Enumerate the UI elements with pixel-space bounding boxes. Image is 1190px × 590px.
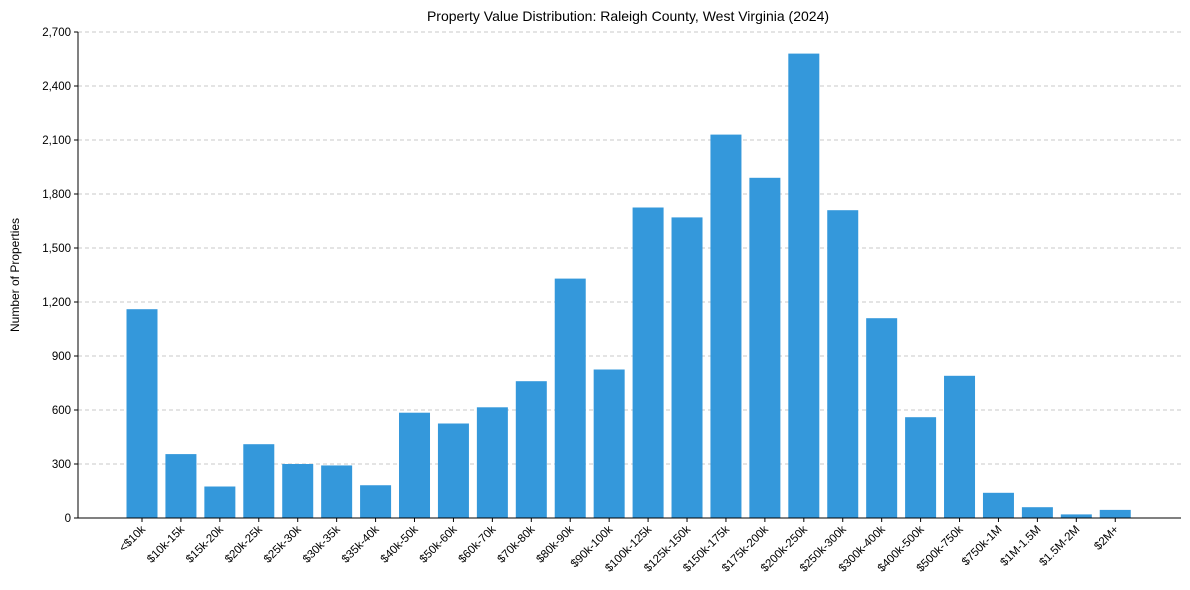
chart-title: Property Value Distribution: Raleigh Cou… <box>427 8 829 24</box>
bar <box>437 423 469 518</box>
bar <box>944 375 976 518</box>
bar <box>827 210 859 518</box>
y-axis: 0 300 600 900 1,200 1,500 1,800 2,100 2,400 2,700 <box>42 27 79 525</box>
bar <box>982 492 1014 518</box>
bar <box>476 407 508 518</box>
bar <box>321 465 353 518</box>
y-tick-label: 2,400 <box>42 81 71 93</box>
bar <box>905 417 937 518</box>
bar <box>788 53 820 518</box>
bar <box>554 278 586 518</box>
x-tick-label: $20k-25k <box>223 523 265 565</box>
bar <box>671 217 703 518</box>
y-tick-label: 1,500 <box>42 243 71 255</box>
x-tick-label: $60k-70k <box>457 523 499 565</box>
bar <box>632 207 664 518</box>
x-tick-label: $35k-40k <box>340 523 382 565</box>
gridlines <box>78 31 1181 465</box>
x-tick-label: $750k-1M <box>960 524 1005 569</box>
x-tick-label: $10k-15k <box>145 523 187 565</box>
y-tick-label: 1,200 <box>42 297 71 309</box>
x-tick-label: $15k-20k <box>184 523 226 565</box>
x-tick-label: $1.5M-2M <box>1037 524 1082 569</box>
y-tick-label: 0 <box>65 513 71 525</box>
bar <box>282 464 314 518</box>
y-tick-label: 900 <box>52 351 71 363</box>
bar <box>165 454 197 518</box>
x-tick-label: $1M-1.5M <box>998 524 1043 569</box>
x-tick-label: $2M+ <box>1092 523 1121 552</box>
y-tick-label: 2,700 <box>42 27 71 39</box>
x-tick-label: $50k-60k <box>418 523 460 565</box>
bar <box>126 309 158 518</box>
y-tick-label: 300 <box>52 459 71 471</box>
x-tick-label: $30k-35k <box>301 523 343 565</box>
x-tick-label: $25k-30k <box>262 523 304 565</box>
x-axis: <$10k$10k-15k$15k-20k$20k-25k$25k-30k$30… <box>78 517 1181 575</box>
y-tick-label: 2,100 <box>42 135 71 147</box>
bar <box>1060 514 1092 518</box>
bar <box>866 318 898 518</box>
bar <box>1099 509 1131 518</box>
x-tick-label: $40k-50k <box>379 523 421 565</box>
bar <box>515 381 547 518</box>
bar <box>399 412 431 518</box>
bar <box>204 486 236 518</box>
bar <box>360 485 392 518</box>
bar <box>243 444 275 518</box>
x-tick-label: <$10k <box>117 523 148 554</box>
bar <box>749 177 781 519</box>
y-tick-label: 600 <box>52 405 71 417</box>
y-axis-title: Number of Properties <box>8 218 22 332</box>
bar <box>1021 507 1053 518</box>
bars <box>126 53 1131 519</box>
bar <box>710 134 742 518</box>
y-tick-label: 1,800 <box>42 189 71 201</box>
x-tick-label: $70k-80k <box>495 523 537 565</box>
bar <box>593 369 625 518</box>
